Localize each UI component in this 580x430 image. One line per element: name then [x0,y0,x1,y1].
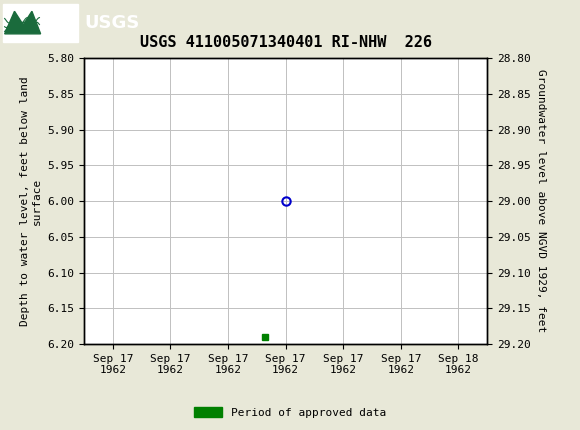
Y-axis label: Groundwater level above NGVD 1929, feet: Groundwater level above NGVD 1929, feet [536,69,546,333]
Legend: Period of approved data: Period of approved data [190,403,390,422]
Text: USGS: USGS [84,14,139,31]
Title: USGS 411005071340401 RI-NHW  226: USGS 411005071340401 RI-NHW 226 [140,35,432,50]
Polygon shape [5,11,41,34]
Y-axis label: Depth to water level, feet below land
surface: Depth to water level, feet below land su… [20,76,42,326]
FancyBboxPatch shape [3,3,78,42]
